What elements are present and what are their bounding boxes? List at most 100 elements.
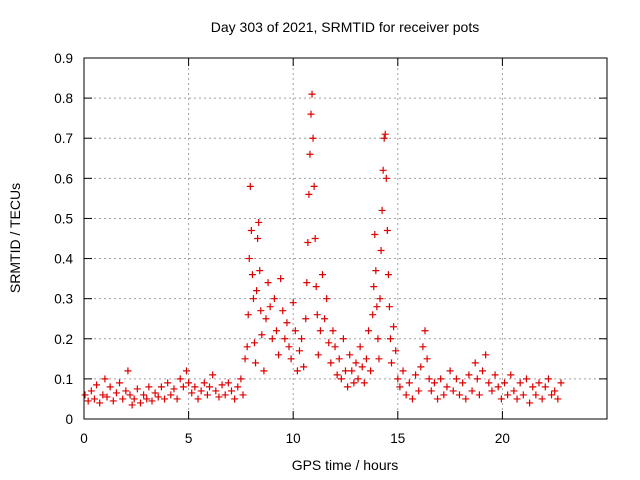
y-tick-label: 0 <box>65 412 73 427</box>
chart-title: Day 303 of 2021, SRMTID for receiver pot… <box>211 19 479 35</box>
data-point <box>331 343 339 351</box>
data-point <box>130 395 138 403</box>
x-tick-label: 20 <box>495 431 510 446</box>
data-point <box>295 347 303 355</box>
data-point <box>311 235 319 242</box>
data-point <box>399 367 407 375</box>
data-point <box>370 283 378 291</box>
data-point <box>372 267 380 275</box>
data-point <box>513 395 521 403</box>
data-point <box>106 383 114 391</box>
data-point <box>191 383 199 391</box>
data-point <box>337 375 345 383</box>
data-point <box>116 379 124 387</box>
data-point <box>234 383 242 391</box>
data-point <box>554 395 562 403</box>
data-point <box>136 399 144 407</box>
data-point <box>456 391 464 399</box>
data-point <box>237 375 245 383</box>
data-point <box>522 375 530 383</box>
data-point <box>425 375 433 383</box>
data-point <box>239 391 247 399</box>
data-point <box>365 327 373 335</box>
data-point <box>90 395 98 403</box>
data-point <box>224 379 232 387</box>
data-point <box>231 395 239 403</box>
data-point <box>293 367 301 375</box>
data-point <box>335 355 343 363</box>
x-tick-label: 0 <box>80 431 88 446</box>
data-point <box>305 190 313 198</box>
data-point <box>298 335 306 343</box>
data-point <box>101 375 109 383</box>
data-point <box>303 279 311 287</box>
data-point <box>344 383 352 391</box>
data-point <box>421 327 429 335</box>
data-point <box>358 363 366 371</box>
data-point <box>374 335 382 343</box>
data-point <box>488 387 496 395</box>
data-point <box>339 335 347 343</box>
data-point <box>544 375 552 383</box>
data-point <box>377 247 385 255</box>
data-point <box>272 327 280 335</box>
data-point <box>443 383 451 391</box>
data-point <box>112 389 120 397</box>
data-point <box>535 379 543 387</box>
data-point <box>103 393 111 401</box>
data-point <box>291 327 299 335</box>
data-point <box>367 367 375 375</box>
data-point <box>167 391 175 399</box>
plot-frame <box>83 57 608 420</box>
data-point <box>176 375 184 383</box>
data-point <box>307 110 315 118</box>
data-point <box>289 299 297 307</box>
data-point <box>257 307 265 315</box>
data-point <box>309 134 317 142</box>
data-point <box>221 391 229 399</box>
data-point <box>241 355 249 363</box>
data-point <box>209 371 217 379</box>
data-point <box>386 335 394 343</box>
data-point <box>266 303 274 311</box>
data-point <box>482 351 490 359</box>
data-point <box>342 367 349 375</box>
data-point <box>124 367 132 375</box>
data-point <box>504 391 512 399</box>
data-points <box>81 90 565 409</box>
data-point <box>538 395 546 403</box>
data-point <box>379 166 387 174</box>
data-point <box>200 379 208 387</box>
data-point <box>245 255 253 263</box>
data-point <box>133 385 141 393</box>
data-point <box>471 359 479 367</box>
data-point <box>440 391 448 399</box>
data-point <box>500 379 508 387</box>
data-point <box>304 239 312 247</box>
data-point <box>279 307 287 315</box>
data-point <box>383 226 391 234</box>
data-point <box>497 395 505 403</box>
data-point <box>313 311 321 319</box>
data-point <box>247 226 255 234</box>
data-point <box>388 359 396 367</box>
data-point <box>412 371 420 379</box>
data-point <box>459 379 467 387</box>
data-point <box>417 363 425 371</box>
data-point <box>260 367 268 375</box>
y-tick-label: 0.1 <box>54 372 73 387</box>
data-point <box>185 379 193 387</box>
data-point <box>285 343 293 351</box>
data-point <box>281 335 289 343</box>
data-point <box>382 174 390 182</box>
data-point <box>452 375 460 383</box>
data-point <box>519 391 527 399</box>
data-point <box>373 303 381 311</box>
data-point <box>306 150 314 158</box>
data-point <box>310 182 318 190</box>
tick-labels: 0 0.1 0.2 0.3 0.4 0.5 0.6 0.7 0.8 0.9 0 5 10 15 20 <box>54 51 510 446</box>
data-point <box>318 271 326 279</box>
data-point <box>360 379 368 387</box>
data-point <box>526 399 534 407</box>
x-axis-label: GPS time / hours <box>292 457 399 473</box>
